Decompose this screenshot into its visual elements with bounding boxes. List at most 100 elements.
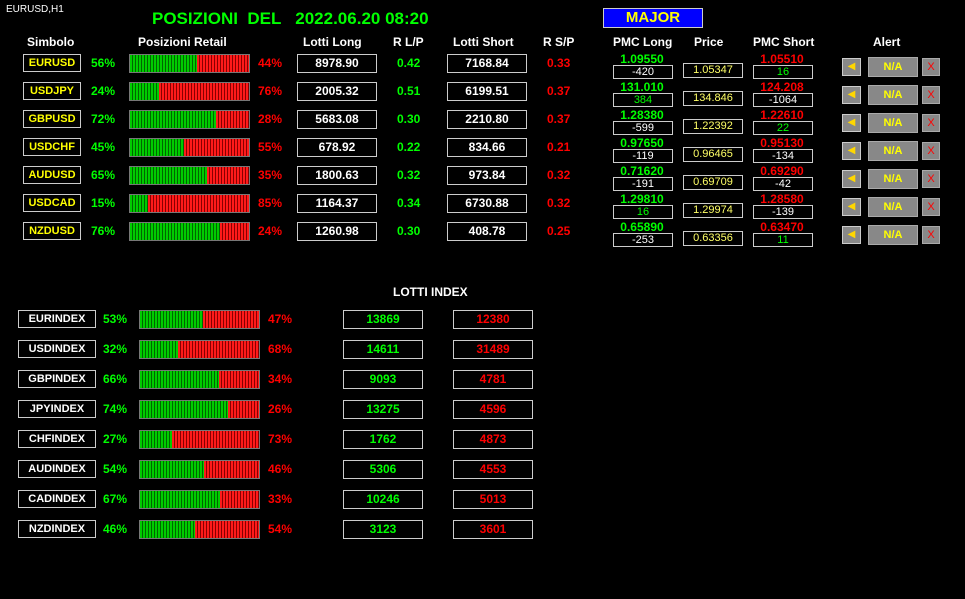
close-icon[interactable]: X [922, 170, 940, 188]
index-lots-long: 1762 [343, 430, 423, 449]
alert-status-button[interactable]: N/A [868, 197, 918, 217]
pmc-short-diff: -1064 [753, 93, 813, 107]
index-name-button[interactable]: GBPINDEX [18, 370, 96, 388]
bell-icon[interactable]: ◀ [842, 86, 861, 104]
index-short-percent: 46% [268, 462, 293, 476]
bell-icon[interactable]: ◀ [842, 58, 861, 76]
ratio-short: 0.37 [547, 112, 571, 126]
header-retail: Posizioni Retail [138, 35, 227, 49]
lots-long-value: 1260.98 [297, 222, 377, 241]
short-fill [158, 83, 249, 100]
header-lots-short: Lotti Short [453, 35, 514, 49]
index-lots-long: 14611 [343, 340, 423, 359]
bell-icon[interactable]: ◀ [842, 114, 861, 132]
pmc-long-diff: 384 [613, 93, 673, 107]
header-alert: Alert [873, 35, 901, 49]
retail-bar [129, 194, 250, 213]
major-button[interactable]: MAJOR [603, 8, 703, 28]
short-fill [172, 431, 259, 448]
ratio-short: 0.32 [547, 196, 571, 210]
pmc-long-value: 0.65890 [620, 220, 664, 234]
short-fill [178, 341, 259, 358]
short-percent: 35% [258, 168, 283, 182]
short-percent: 44% [258, 56, 283, 70]
symbol-button[interactable]: EURUSD [23, 54, 81, 72]
index-short-percent: 33% [268, 492, 293, 506]
symbol-button[interactable]: GBPUSD [23, 110, 81, 128]
index-bar [139, 370, 260, 389]
close-icon[interactable]: X [922, 198, 940, 216]
long-fill [140, 401, 229, 418]
long-fill [140, 311, 204, 328]
symbol-button[interactable]: USDJPY [23, 82, 81, 100]
symbol-button[interactable]: USDCHF [23, 138, 81, 156]
symbol-button[interactable]: AUDUSD [23, 166, 81, 184]
short-fill [220, 223, 249, 240]
close-icon[interactable]: X [922, 226, 940, 244]
header-r-sp: R S/P [543, 35, 575, 49]
close-icon[interactable]: X [922, 114, 940, 132]
index-long-percent: 74% [103, 402, 128, 416]
retail-bar [129, 166, 250, 185]
index-name-button[interactable]: AUDINDEX [18, 460, 96, 478]
pmc-long-value: 1.09550 [620, 52, 664, 66]
lots-short-value: 408.78 [447, 222, 527, 241]
short-percent: 24% [258, 224, 283, 238]
alert-status-button[interactable]: N/A [868, 113, 918, 133]
pmc-short-value: 1.28580 [760, 192, 804, 206]
index-name-button[interactable]: EURINDEX [18, 310, 96, 328]
bell-icon[interactable]: ◀ [842, 226, 861, 244]
index-name-button[interactable]: CADINDEX [18, 490, 96, 508]
short-fill [147, 195, 249, 212]
index-short-percent: 47% [268, 312, 293, 326]
short-fill [203, 311, 259, 328]
long-percent: 15% [91, 196, 116, 210]
index-name-button[interactable]: CHFINDEX [18, 430, 96, 448]
price-value: 1.29974 [683, 203, 743, 218]
long-fill [130, 55, 197, 72]
alert-status-button[interactable]: N/A [868, 225, 918, 245]
alert-status-button[interactable]: N/A [868, 169, 918, 189]
alert-status-button[interactable]: N/A [868, 141, 918, 161]
pmc-long-diff: -119 [613, 149, 673, 163]
bell-icon[interactable]: ◀ [842, 198, 861, 216]
symbol-button[interactable]: USDCAD [23, 194, 81, 212]
index-long-percent: 66% [103, 372, 128, 386]
close-icon[interactable]: X [922, 58, 940, 76]
index-name-button[interactable]: JPYINDEX [18, 400, 96, 418]
long-percent: 76% [91, 224, 116, 238]
index-name-button[interactable]: USDINDEX [18, 340, 96, 358]
lots-short-value: 834.66 [447, 138, 527, 157]
index-lots-short: 5013 [453, 490, 533, 509]
pmc-long-diff: -191 [613, 177, 673, 191]
pmc-short-value: 1.22610 [760, 108, 804, 122]
bell-icon[interactable]: ◀ [842, 170, 861, 188]
pmc-short-diff: -139 [753, 205, 813, 219]
index-lots-short: 4596 [453, 400, 533, 419]
price-value: 1.22392 [683, 119, 743, 134]
retail-bar [129, 54, 250, 73]
bell-icon[interactable]: ◀ [842, 142, 861, 160]
pmc-long-value: 0.71620 [620, 164, 664, 178]
long-fill [130, 111, 216, 128]
lots-short-value: 6199.51 [447, 82, 527, 101]
long-fill [130, 223, 221, 240]
index-long-percent: 53% [103, 312, 128, 326]
index-name-button[interactable]: NZDINDEX [18, 520, 96, 538]
long-fill [140, 431, 173, 448]
lots-long-value: 1800.63 [297, 166, 377, 185]
alert-status-button[interactable]: N/A [868, 57, 918, 77]
symbol-button[interactable]: NZDUSD [23, 222, 81, 240]
title-datetime: 2022.06.20 08:20 [295, 9, 429, 28]
short-fill [228, 401, 259, 418]
alert-status-button[interactable]: N/A [868, 85, 918, 105]
short-percent: 55% [258, 140, 283, 154]
long-percent: 24% [91, 84, 116, 98]
long-fill [140, 461, 205, 478]
header-r-lp: R L/P [393, 35, 424, 49]
close-icon[interactable]: X [922, 86, 940, 104]
index-bar [139, 430, 260, 449]
header-pmc-long: PMC Long [613, 35, 673, 49]
close-icon[interactable]: X [922, 142, 940, 160]
index-lots-long: 13869 [343, 310, 423, 329]
